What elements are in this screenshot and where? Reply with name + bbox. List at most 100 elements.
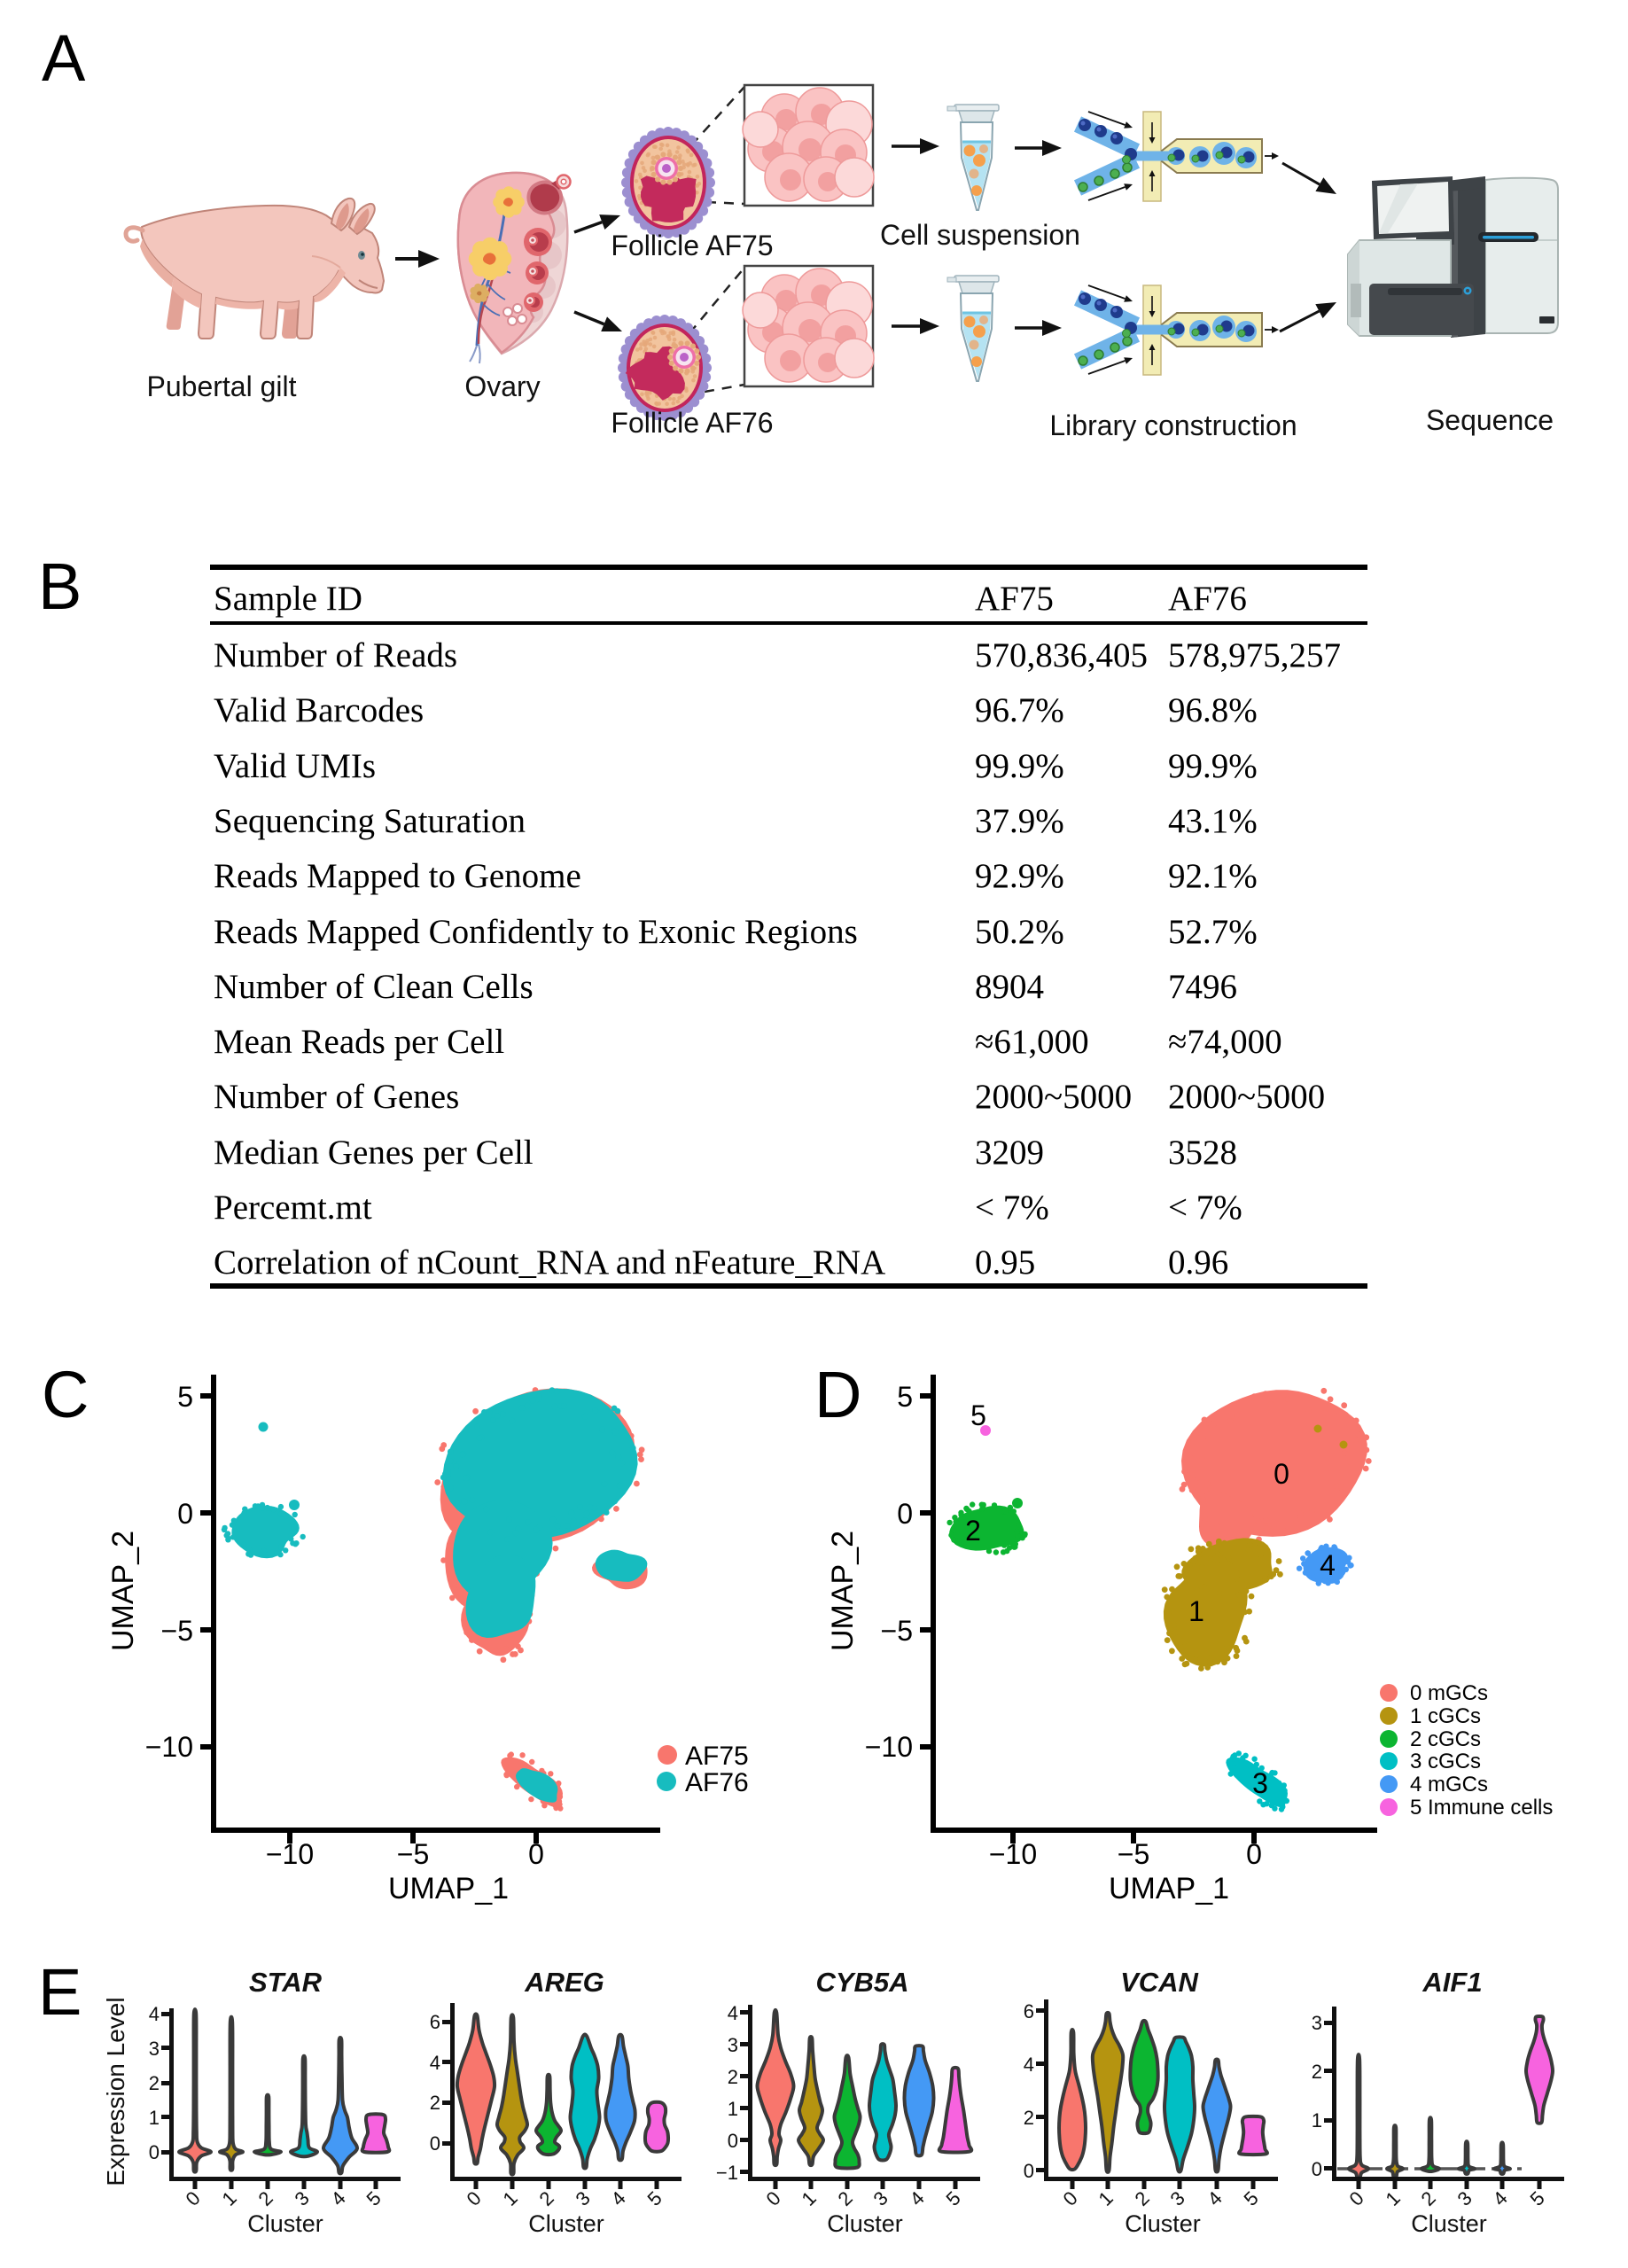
svg-text:1 cGCs: 1 cGCs [1410,1704,1481,1728]
svg-text:2: 2 [1130,2186,1153,2210]
svg-text:AREG: AREG [524,1967,604,1998]
svg-text:0: 0 [1058,2186,1081,2210]
svg-text:2: 2 [1024,2107,1034,2129]
svg-text:5: 5 [941,2186,964,2210]
svg-text:0: 0 [897,1498,913,1530]
svg-text:0: 0 [177,1498,193,1530]
svg-text:0: 0 [728,2130,738,2152]
svg-text:4: 4 [430,2052,440,2074]
svg-text:5: 5 [970,1399,986,1431]
svg-text:5: 5 [897,1381,913,1413]
svg-text:VCAN: VCAN [1120,1967,1198,1998]
svg-text:2: 2 [728,2066,738,2088]
svg-text:−1: −1 [716,2162,738,2184]
svg-text:2: 2 [430,2092,440,2114]
svg-text:0: 0 [528,1838,544,1870]
svg-text:Sequence: Sequence [1426,404,1554,436]
svg-text:Cluster: Cluster [1125,2210,1201,2237]
svg-text:4: 4 [606,2186,629,2210]
svg-text:UMAP_1: UMAP_1 [388,1872,509,1906]
svg-text:2: 2 [833,2186,856,2210]
svg-text:5: 5 [1525,2186,1548,2210]
svg-text:Ovary: Ovary [464,370,540,402]
svg-text:1: 1 [797,2186,820,2210]
svg-text:3: 3 [571,2186,594,2210]
svg-text:0: 0 [761,2186,784,2210]
svg-text:Library construction: Library construction [1049,409,1297,441]
svg-text:4: 4 [728,2002,738,2024]
svg-text:1: 1 [728,2098,738,2120]
svg-text:AF75: AF75 [685,1742,749,1771]
svg-text:−5: −5 [1118,1838,1149,1870]
svg-text:2: 2 [149,2072,160,2094]
svg-text:−10: −10 [989,1838,1037,1870]
svg-text:1: 1 [1188,1595,1204,1627]
svg-text:2: 2 [534,2186,557,2210]
svg-text:Cluster: Cluster [827,2210,903,2237]
svg-text:Cluster: Cluster [1411,2210,1487,2237]
svg-text:4: 4 [1488,2186,1511,2210]
svg-text:AIF1: AIF1 [1422,1967,1482,1998]
svg-text:4: 4 [905,2186,928,2210]
svg-text:AF76: AF76 [685,1768,749,1797]
svg-text:3: 3 [728,2034,738,2056]
svg-text:3: 3 [869,2186,892,2210]
svg-text:−5: −5 [161,1615,193,1647]
svg-text:4: 4 [1203,2186,1226,2210]
svg-text:0: 0 [1312,2158,1322,2180]
svg-text:2: 2 [965,1515,981,1547]
svg-text:3: 3 [1453,2186,1476,2210]
svg-text:UMAP_2: UMAP_2 [826,1531,860,1651]
svg-text:2: 2 [253,2186,277,2210]
svg-text:−5: −5 [881,1615,913,1647]
svg-text:3: 3 [290,2186,313,2210]
svg-text:2: 2 [1312,2061,1322,2083]
svg-text:0: 0 [181,2186,204,2210]
svg-text:1: 1 [149,2107,160,2129]
svg-text:5: 5 [643,2186,666,2210]
svg-text:Pubertal gilt: Pubertal gilt [147,370,297,402]
svg-text:4: 4 [326,2186,349,2210]
svg-text:1: 1 [1094,2186,1117,2210]
svg-text:1: 1 [1312,2109,1322,2132]
svg-text:2: 2 [1416,2186,1439,2210]
svg-text:−5: −5 [397,1838,429,1870]
svg-text:0 mGCs: 0 mGCs [1410,1681,1488,1705]
svg-text:1: 1 [217,2186,240,2210]
svg-text:0: 0 [430,2132,440,2155]
svg-text:4: 4 [149,2003,160,2025]
svg-text:1: 1 [1381,2186,1404,2210]
svg-text:3: 3 [1252,1767,1268,1799]
svg-text:6: 6 [1024,2000,1034,2022]
svg-text:3: 3 [1165,2186,1188,2210]
svg-text:UMAP_1: UMAP_1 [1109,1872,1229,1906]
svg-text:3: 3 [1312,2012,1322,2034]
svg-text:6: 6 [430,2011,440,2033]
svg-text:5: 5 [362,2186,385,2210]
svg-text:UMAP_2: UMAP_2 [106,1531,140,1651]
svg-text:Cell suspension: Cell suspension [880,219,1080,251]
svg-text:Follicle AF75: Follicle AF75 [611,230,773,261]
svg-text:CYB5A: CYB5A [815,1967,908,1998]
svg-text:5: 5 [177,1381,193,1413]
svg-text:1: 1 [498,2186,521,2210]
svg-text:−10: −10 [266,1838,314,1870]
svg-text:2 cGCs: 2 cGCs [1410,1727,1481,1751]
svg-text:0: 0 [1246,1838,1262,1870]
svg-text:3: 3 [149,2038,160,2060]
svg-text:−10: −10 [865,1731,913,1763]
svg-text:4: 4 [1024,2054,1034,2076]
svg-text:Cluster: Cluster [528,2210,604,2237]
svg-text:5: 5 [1239,2186,1262,2210]
svg-text:4: 4 [1320,1549,1336,1581]
svg-text:0: 0 [1344,2186,1367,2210]
svg-text:Expression Level: Expression Level [102,1997,129,2186]
svg-text:0: 0 [1024,2160,1034,2182]
svg-text:STAR: STAR [249,1967,323,1998]
svg-text:0: 0 [149,2141,160,2163]
svg-text:−10: −10 [145,1731,193,1763]
svg-text:0: 0 [462,2186,485,2210]
svg-text:3 cGCs: 3 cGCs [1410,1750,1481,1773]
svg-text:0: 0 [1274,1458,1289,1490]
svg-text:Cluster: Cluster [247,2210,323,2237]
